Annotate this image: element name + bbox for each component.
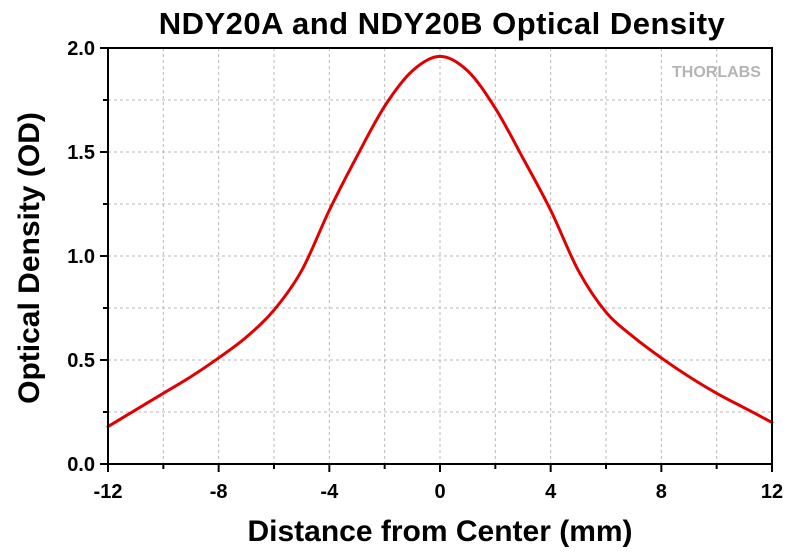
y-tick-labels: 0.0 0.5 1.0 1.5 2.0 xyxy=(67,38,95,476)
chart-title: NDY20A and NDY20B Optical Density xyxy=(159,6,726,41)
x-tick-label: 0 xyxy=(434,481,445,503)
y-tick-label: 1.0 xyxy=(67,246,95,268)
y-tick-label: 0.5 xyxy=(67,350,95,372)
data-series-layer xyxy=(106,54,774,429)
optical-density-series-line xyxy=(106,54,774,429)
x-tick-label: 12 xyxy=(761,481,783,503)
axis-ticks xyxy=(100,47,773,472)
x-axis-label: Distance from Center (mm) xyxy=(247,515,632,548)
grid-lines xyxy=(108,48,772,464)
y-tick-label: 1.5 xyxy=(67,142,95,164)
x-tick-label: 4 xyxy=(545,481,557,503)
y-tick-label: 0.0 xyxy=(67,454,95,476)
x-tick-label: -12 xyxy=(94,481,123,503)
x-tick-label: -8 xyxy=(210,481,228,503)
x-tick-label: 8 xyxy=(656,481,667,503)
x-tick-labels: -12 -8 -4 0 4 8 12 xyxy=(94,481,784,503)
y-axis-label: Optical Density (OD) xyxy=(13,112,46,404)
y-tick-label: 2.0 xyxy=(67,38,95,60)
x-tick-label: -4 xyxy=(320,481,339,503)
